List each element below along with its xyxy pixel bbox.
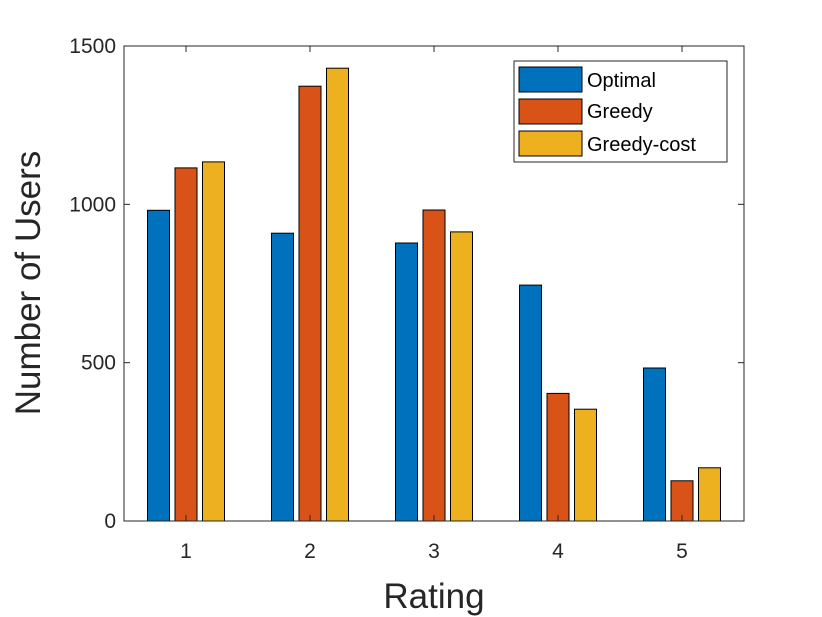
y-tick-label: 1500 bbox=[69, 35, 116, 58]
legend-label-greedy-cost: Greedy-cost bbox=[587, 134, 696, 156]
legend-label-optimal: Optimal bbox=[587, 70, 656, 92]
bar-greedy-rating-5 bbox=[670, 480, 694, 522]
bar-greedy-rating-2 bbox=[298, 85, 322, 522]
bar-optimal-rating-1 bbox=[147, 209, 170, 522]
bar-greedy-cost-rating-1 bbox=[202, 161, 225, 522]
bar-greedy-rating-1 bbox=[174, 167, 198, 522]
legend-swatch-greedy bbox=[518, 98, 583, 125]
bar-greedy-cost-rating-4 bbox=[574, 408, 597, 522]
bar-optimal-rating-4 bbox=[519, 284, 542, 522]
y-tick-label: 0 bbox=[104, 510, 116, 533]
legend-swatch-greedy-cost bbox=[518, 130, 583, 157]
x-tick-label: 4 bbox=[552, 540, 564, 563]
y-tick-label: 1000 bbox=[69, 193, 116, 216]
x-tick-label: 1 bbox=[180, 540, 192, 563]
ticks-layer: 0 500 1000 1500 1 2 3 4 5 bbox=[69, 35, 744, 563]
bar-greedy-rating-4 bbox=[546, 392, 570, 522]
bar-greedy-cost-rating-2 bbox=[326, 67, 349, 522]
legend: Optimal Greedy Greedy-cost bbox=[513, 60, 728, 163]
y-tick-label: 500 bbox=[81, 352, 116, 375]
y-axis-title: Number of Users bbox=[9, 151, 48, 416]
x-tick-label: 3 bbox=[428, 540, 440, 563]
x-tick-label: 5 bbox=[676, 540, 688, 563]
bar-optimal-rating-5 bbox=[643, 367, 666, 522]
x-axis-title: Rating bbox=[383, 577, 484, 616]
bar-greedy-cost-rating-3 bbox=[450, 231, 473, 522]
legend-label-greedy: Greedy bbox=[587, 101, 653, 123]
bar-greedy-rating-3 bbox=[422, 209, 446, 522]
bar-optimal-rating-3 bbox=[395, 242, 418, 522]
legend-swatch-optimal bbox=[518, 66, 583, 93]
x-tick-label: 2 bbox=[304, 540, 316, 563]
bar-optimal-rating-2 bbox=[271, 232, 294, 522]
bar-greedy-cost-rating-5 bbox=[698, 467, 721, 522]
